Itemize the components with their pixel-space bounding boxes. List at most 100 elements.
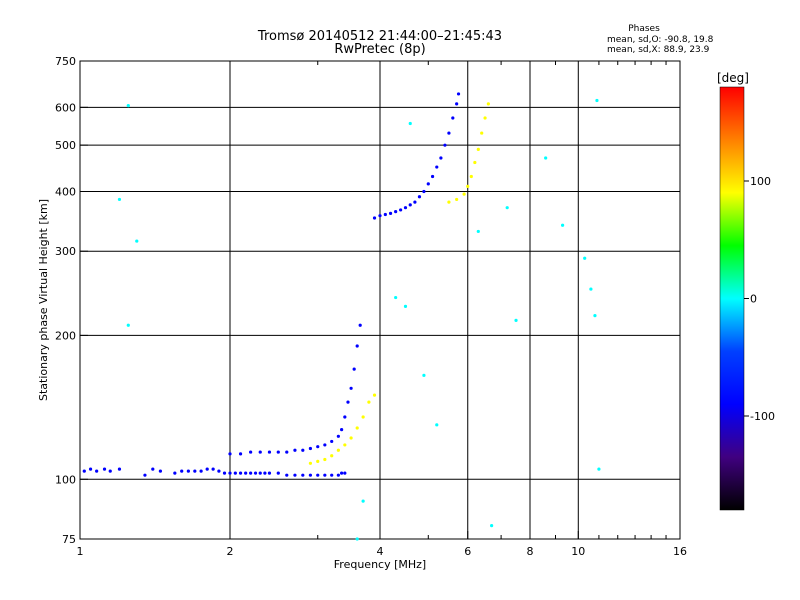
data-point: [276, 450, 280, 454]
data-point: [435, 165, 439, 169]
data-point: [258, 450, 262, 454]
colorbar: [719, 86, 745, 511]
data-point: [173, 471, 177, 475]
data-point: [349, 386, 353, 390]
data-point: [593, 314, 597, 318]
data-point: [301, 473, 305, 477]
data-point: [378, 214, 382, 218]
data-point: [343, 471, 347, 475]
y-tick-label: 200: [55, 329, 76, 342]
data-point: [285, 450, 289, 454]
data-point: [323, 457, 327, 462]
data-point: [589, 287, 593, 291]
data-point: [193, 469, 197, 473]
data-point: [346, 400, 350, 404]
data-point: [316, 473, 320, 477]
y-tick-label: 750: [55, 55, 76, 68]
colorbar-label: [deg]: [717, 71, 749, 85]
data-point: [293, 473, 297, 477]
data-point: [217, 469, 221, 473]
data-point: [473, 160, 477, 165]
data-point: [340, 428, 344, 432]
data-point: [399, 208, 403, 212]
data-point: [583, 256, 587, 260]
data-point: [301, 448, 305, 452]
data-point: [126, 104, 130, 108]
data-point: [249, 471, 253, 475]
x-tick-label: 6: [464, 545, 471, 558]
data-point: [102, 467, 107, 471]
data-point: [336, 448, 340, 452]
y-tick-label: 600: [55, 101, 76, 114]
data-point: [372, 393, 377, 397]
x-tick-label: 8: [527, 545, 534, 558]
data-point: [349, 436, 353, 440]
data-point: [462, 192, 466, 196]
data-point: [143, 473, 147, 477]
data-point: [340, 471, 344, 475]
data-point: [435, 423, 439, 427]
data-point: [358, 323, 362, 327]
data-point: [336, 473, 340, 477]
y-axis-ticks: 75 100 200 300 400 500 600 750: [55, 55, 88, 546]
data-point: [151, 467, 155, 471]
data-point: [82, 469, 86, 473]
data-point: [355, 537, 359, 541]
data-point: [108, 469, 112, 473]
data-point: [447, 131, 451, 135]
y-tick-label: 500: [55, 139, 76, 152]
data-point: [413, 200, 417, 204]
data-point: [394, 210, 398, 214]
data-point: [95, 469, 99, 473]
data-point: [117, 197, 122, 202]
data-point: [276, 471, 280, 475]
data-point: [267, 450, 272, 454]
data-point: [490, 524, 494, 528]
chart-title: Tromsø 20140512 21:44:00–21:45:43: [257, 29, 502, 44]
data-point: [244, 471, 248, 475]
data-point: [595, 98, 599, 103]
data-point: [238, 452, 243, 456]
y-tick-label: 300: [55, 245, 76, 258]
data-point: [456, 92, 461, 96]
data-point: [222, 471, 227, 475]
chart-subtitle: RwPretec (8p): [334, 42, 425, 57]
y-tick-label: 100: [55, 473, 76, 486]
data-point: [117, 467, 122, 471]
data-point: [253, 471, 258, 475]
data-point: [422, 189, 426, 194]
data-point: [476, 229, 480, 234]
data-point: [417, 195, 422, 199]
data-point: [285, 473, 289, 477]
stats-o-mode: mean, sd,O: -90.8, 19.8: [607, 35, 714, 45]
data-point: [403, 206, 408, 210]
data-point: [343, 415, 347, 419]
data-point: [330, 439, 334, 444]
data-point: [361, 415, 365, 419]
data-point: [476, 147, 480, 151]
y-tick-label: 75: [62, 533, 76, 546]
data-point: [367, 400, 371, 404]
x-tick-label: 2: [227, 545, 234, 558]
data-point: [403, 304, 408, 308]
data-point: [228, 452, 232, 456]
data-point: [330, 454, 334, 458]
data-point: [372, 216, 377, 220]
data-point: [486, 102, 490, 106]
data-point: [455, 197, 459, 202]
data-point: [211, 467, 215, 471]
colorbar-tick-label: 100: [750, 175, 771, 188]
data-point: [205, 467, 209, 471]
data-point: [355, 426, 359, 430]
data-point: [267, 471, 272, 475]
data-point: [469, 174, 473, 179]
data-point: [343, 443, 347, 447]
x-tick-label: 1: [77, 545, 84, 558]
data-points: [82, 92, 601, 541]
data-point: [180, 469, 184, 473]
x-tick-label: 10: [571, 545, 585, 558]
data-point: [455, 102, 459, 106]
data-point: [422, 373, 426, 377]
x-axis-ticks: 1 2 4 6 8 10 16: [77, 61, 687, 558]
